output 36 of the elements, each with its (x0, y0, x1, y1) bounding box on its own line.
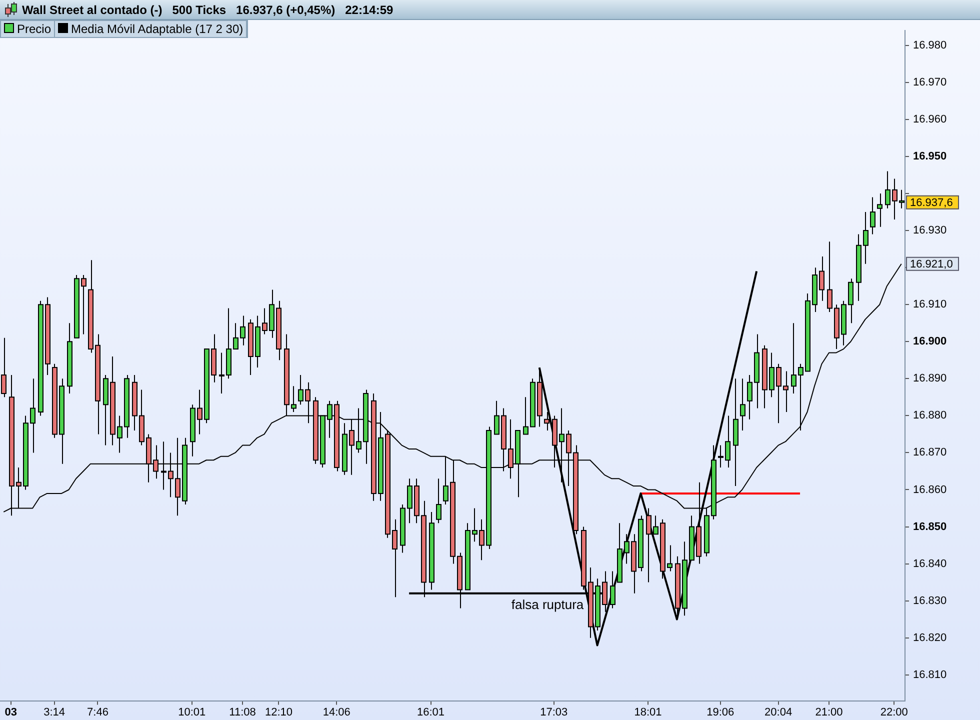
x-tick-label: 3:14 (44, 706, 66, 718)
y-tick-label: 16.880 (913, 410, 947, 422)
y-tick-label: 16.910 (913, 298, 947, 311)
legend-label: Precio (1, 21, 56, 37)
y-tick-label: 16.820 (913, 632, 947, 644)
text: 16.937,6 (910, 196, 953, 209)
x-tick-label: 22:00 (880, 706, 908, 718)
y-tick-label: 16.980 (913, 39, 947, 52)
x-tick-label: 12:10 (264, 706, 293, 718)
x-tick-label: 19:06 (706, 706, 734, 718)
x-tick-label: 14:06 (322, 706, 350, 718)
text: 16.921,0 (910, 258, 953, 270)
annotation: falsa ruptura (511, 597, 584, 612)
x-tick-label: 10:01 (178, 706, 206, 718)
y-tick-label: 16.870 (913, 446, 947, 459)
legend-label: Media Móvil Adaptable (17 2 30) (55, 21, 248, 37)
x-tick-label: 03 (4, 706, 17, 718)
x-tick-label: 11:08 (229, 706, 256, 718)
y-tick-label: 16.840 (913, 558, 947, 570)
chart-title: Wall Street al contado (-) 500 Ticks 16.937,6 (+0,45%) 22:14:59 (22, 2, 394, 16)
y-tick-label: 16.900 (913, 336, 947, 348)
y-tick-label: 16.860 (913, 484, 947, 496)
x-tick-label: 21:00 (815, 706, 843, 718)
y-tick-label: 16.930 (913, 224, 947, 237)
y-tick-label: 16.830 (913, 594, 947, 607)
y-tick-label: 16.950 (913, 150, 947, 163)
y-tick-label: 16.960 (913, 114, 947, 126)
x-tick-label: 7:46 (87, 706, 108, 718)
y-tick-label: 16.850 (913, 520, 947, 533)
y-tick-label: 16.970 (913, 76, 947, 88)
y-tick-label: 16.810 (913, 668, 947, 681)
x-tick-label: 17:03 (540, 706, 568, 718)
x-tick-label: 18:01 (634, 706, 662, 718)
x-tick-label: 20:04 (764, 706, 792, 718)
y-tick-label: 16.890 (913, 372, 947, 385)
x-tick-label: 16:01 (417, 706, 445, 718)
